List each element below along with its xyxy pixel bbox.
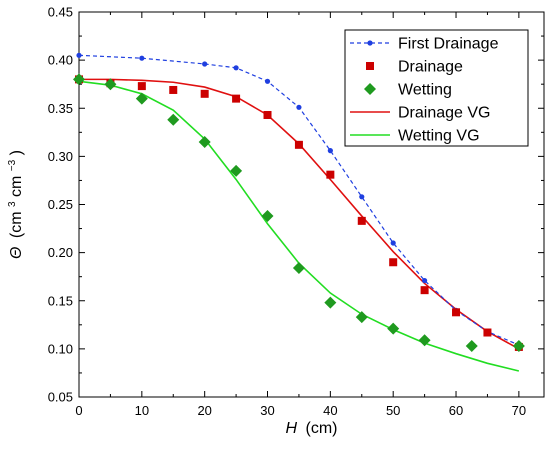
- data-point: [483, 328, 492, 337]
- data-point: [137, 82, 146, 91]
- data-point: [357, 216, 366, 225]
- y-tick-label: 0.25: [48, 197, 73, 212]
- legend-item: Drainage: [366, 59, 463, 76]
- data-point: [390, 240, 396, 246]
- y-tick-label: 0.15: [48, 293, 73, 308]
- legend-item: Wetting VG: [350, 128, 480, 145]
- data-point: [452, 308, 461, 317]
- axis-layer: 0 10 20 30 40 50 60 70 0.05 0.10 0.15 0.20 0.25 0.30 0…: [48, 5, 544, 418]
- data-point: [263, 110, 272, 119]
- y-axis-unit-sup2: −3: [7, 159, 18, 171]
- legend-item: Drainage VG: [350, 105, 491, 122]
- y-tick-label: 0.40: [48, 53, 73, 68]
- y-axis-variable: Θ: [8, 247, 25, 259]
- data-point: [420, 286, 429, 295]
- series-wetting: [73, 73, 525, 352]
- legend-label: Drainage VG: [398, 105, 491, 122]
- legend-marker: [364, 83, 376, 95]
- y-axis-unit-open: (cm: [8, 211, 25, 238]
- x-tick-label: 60: [449, 403, 463, 418]
- y-tick-label: 0.10: [48, 341, 73, 356]
- data-point: [104, 78, 117, 91]
- x-axis-label: H (cm): [286, 420, 338, 437]
- data-point: [355, 311, 368, 324]
- legend-item: First Drainage: [350, 36, 499, 53]
- data-point: [327, 148, 333, 154]
- x-axis-unit: (cm): [306, 420, 338, 437]
- y-tick-label: 0.30: [48, 149, 73, 164]
- legend-label: First Drainage: [398, 36, 499, 53]
- data-point: [324, 296, 337, 309]
- data-point: [76, 52, 82, 58]
- data-point: [232, 94, 241, 103]
- x-tick-label: 70: [512, 403, 526, 418]
- data-point: [233, 65, 239, 71]
- data-point: [389, 258, 398, 267]
- x-tick-label: 30: [260, 403, 274, 418]
- data-point: [202, 61, 208, 67]
- data-point: [418, 334, 431, 347]
- x-tick-label: 40: [323, 403, 337, 418]
- series-layer: [73, 52, 525, 372]
- data-point: [512, 339, 525, 352]
- x-tick-label: 0: [75, 403, 82, 418]
- data-point: [359, 194, 365, 200]
- data-point: [296, 104, 302, 110]
- y-axis-unit-close: ): [8, 150, 25, 155]
- data-point: [135, 92, 148, 105]
- x-tick-label: 20: [197, 403, 211, 418]
- legend-box: [344, 29, 529, 147]
- legend: First Drainage Drainage Wetting Drainage VG…: [344, 29, 529, 147]
- legend-label: Drainage: [398, 59, 463, 76]
- y-tick-label: 0.20: [48, 245, 73, 260]
- data-point: [294, 140, 303, 149]
- legend-marker: [367, 40, 373, 46]
- legend-label: Wetting VG: [398, 128, 480, 145]
- x-axis-variable: H: [286, 420, 298, 437]
- data-point: [465, 339, 478, 352]
- data-point: [264, 78, 271, 84]
- data-point: [422, 277, 428, 284]
- data-point: [139, 55, 145, 61]
- y-tick-label: 0.45: [48, 5, 73, 20]
- data-point: [200, 89, 209, 98]
- data-point: [387, 322, 400, 335]
- data-point: [326, 170, 335, 179]
- y-tick-label: 0.05: [48, 390, 73, 405]
- legend-label: Wetting: [398, 82, 452, 99]
- data-point: [292, 262, 305, 275]
- y-axis-label: Θ (cm 3 cm −3 ): [2, 150, 25, 259]
- y-axis-unit-sup1: 3: [7, 201, 18, 207]
- data-point: [169, 85, 178, 94]
- data-point: [261, 210, 274, 223]
- legend-item: Wetting: [364, 82, 452, 99]
- y-axis-unit-mid: cm: [8, 176, 25, 197]
- data-point: [198, 135, 211, 148]
- data-point: [230, 164, 243, 177]
- data-point: [167, 113, 180, 126]
- x-tick-label: 50: [386, 403, 400, 418]
- x-tick-label: 10: [135, 403, 149, 418]
- legend-marker: [366, 62, 374, 70]
- data-point: [73, 73, 85, 86]
- y-tick-label: 0.35: [48, 101, 73, 116]
